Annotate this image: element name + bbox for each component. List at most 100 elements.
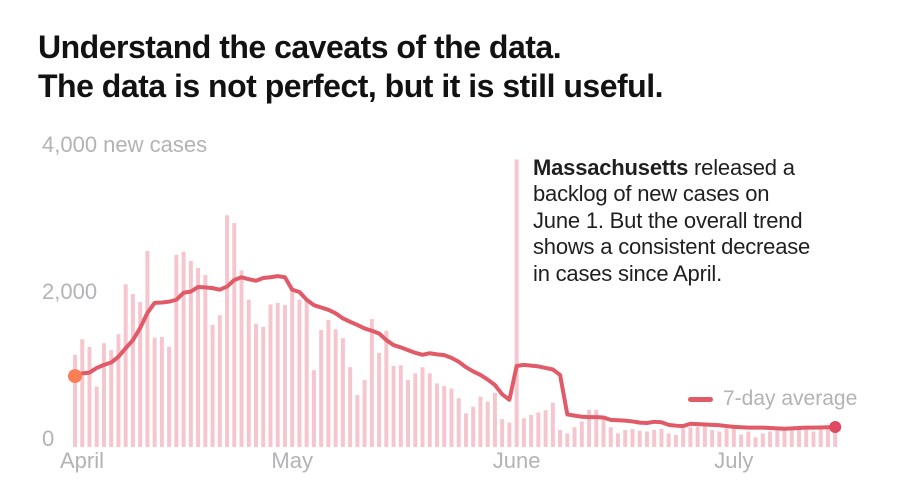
daily-cases-bar (797, 427, 801, 447)
daily-cases-bar (73, 354, 77, 447)
daily-cases-bar (101, 343, 106, 447)
daily-cases-bar (485, 401, 490, 447)
daily-cases-bar (174, 254, 179, 447)
daily-cases-bar (261, 326, 266, 448)
daily-cases-bar (275, 302, 280, 447)
daily-cases-bar (760, 433, 765, 447)
daily-cases-bar (471, 406, 476, 447)
daily-cases-bar (768, 431, 773, 447)
daily-cases-bar (333, 329, 338, 447)
legend-line-icon (688, 396, 713, 402)
daily-cases-bar (304, 301, 309, 447)
daily-cases-bar (138, 302, 143, 447)
y-axis-label-2000: 2,000 (42, 279, 98, 304)
x-axis-label-april: April (59, 448, 105, 473)
daily-cases-bar (377, 352, 382, 447)
daily-cases-bar (196, 267, 201, 448)
daily-cases-bar (521, 418, 526, 447)
x-axis-label-may: May (271, 448, 313, 473)
daily-cases-bar (724, 428, 729, 447)
daily-cases-bar (239, 270, 244, 447)
daily-cases-bar (833, 429, 838, 447)
daily-cases-bar (449, 388, 454, 447)
daily-cases-bar (644, 431, 649, 447)
daily-cases-bar (384, 330, 389, 447)
daily-cases-bar (673, 434, 678, 447)
daily-cases-bar (398, 365, 403, 447)
daily-cases-bar (319, 329, 324, 448)
daily-cases-bar (688, 427, 693, 447)
daily-cases-bar (818, 428, 823, 447)
daily-cases-bar (355, 395, 360, 447)
daily-cases-bar (246, 299, 251, 447)
daily-cases-bar (203, 274, 208, 447)
daily-cases-bar (181, 251, 186, 447)
seven-day-average-line (73, 274, 838, 431)
legend-label: 7-day average (723, 387, 858, 410)
daily-cases-bar (492, 392, 497, 447)
daily-cases-bar (710, 429, 715, 447)
daily-cases-bar (695, 426, 700, 447)
daily-cases-bar (94, 386, 99, 447)
daily-cases-bar (789, 428, 794, 447)
daily-cases-bar (702, 426, 707, 447)
daily-cases-bar (297, 299, 302, 447)
daily-cases-bar (608, 427, 613, 447)
figure-title: Understand the caveats of the data. The … (38, 28, 663, 106)
daily-cases-bar (514, 159, 519, 448)
line-end-dot (829, 421, 842, 433)
annotation: Massachusetts released a backlog of new … (533, 155, 810, 287)
daily-cases-bar (348, 367, 353, 448)
daily-cases-bar (681, 428, 686, 447)
daily-cases-bar (152, 337, 157, 448)
daily-cases-bar (543, 410, 548, 447)
daily-cases-bar (427, 373, 432, 448)
daily-cases-bar (616, 433, 620, 447)
daily-cases-bar (290, 288, 295, 448)
daily-cases-bar (217, 315, 222, 447)
daily-cases-bar (666, 433, 671, 447)
daily-cases-bar (630, 429, 635, 447)
daily-cases-bar (587, 409, 592, 447)
daily-cases-bar (210, 324, 215, 447)
annotation-bold-lead: Massachusetts (533, 155, 689, 180)
daily-cases-bar (659, 428, 664, 447)
daily-cases-bar (369, 319, 374, 448)
daily-cases-bar (529, 414, 534, 447)
daily-cases-bar (225, 215, 230, 447)
daily-cases-bar (558, 429, 563, 447)
daily-cases-bar (572, 427, 577, 447)
daily-cases-bar (420, 367, 425, 448)
daily-cases-bar (442, 386, 447, 447)
daily-cases-bar (268, 304, 273, 447)
legend: 7-day average (688, 387, 858, 410)
daily-cases-bar (507, 422, 512, 447)
daily-cases-bar (123, 284, 128, 447)
daily-cases-bar (311, 370, 316, 447)
daily-cases-bar (116, 334, 121, 447)
annotation-line-4: shows a consistent decrease (533, 234, 811, 260)
daily-cases-bar (463, 413, 468, 447)
daily-cases-bar (145, 250, 150, 447)
y-axis-label-4000: 4,000 new cases (42, 132, 208, 157)
daily-cases-bar (326, 319, 331, 447)
title-line-1: Understand the caveats of the data. (38, 29, 562, 65)
daily-cases-bar (254, 323, 258, 447)
daily-cases-bar (565, 433, 570, 447)
daily-cases-bar (413, 373, 418, 448)
daily-cases-bar (731, 428, 736, 447)
daily-cases-bar (500, 419, 505, 447)
annotation-line-3: June 1. But the overall trend (533, 207, 803, 233)
daily-cases-bar (391, 366, 396, 447)
daily-cases-bar (232, 223, 237, 447)
daily-cases-bar (637, 430, 642, 447)
title-line-2: The data is not perfect, but it is still… (38, 68, 663, 104)
line-start-dot (68, 369, 82, 384)
daily-cases-bar (825, 427, 830, 447)
x-axis-label-july: July (714, 448, 754, 473)
daily-cases-bar (340, 338, 345, 447)
daily-cases-bar (601, 418, 606, 447)
daily-cases-bar (87, 347, 92, 447)
x-axis-label-june: June (492, 448, 541, 473)
daily-cases-bar (739, 434, 744, 447)
